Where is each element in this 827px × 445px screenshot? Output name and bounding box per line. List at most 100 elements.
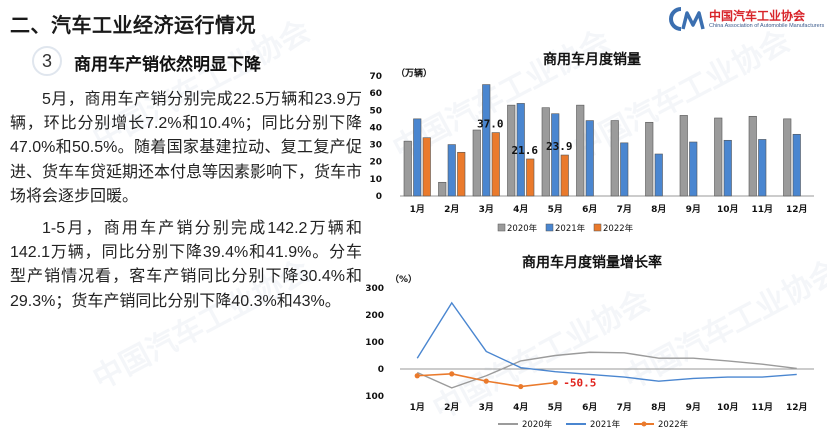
bar-2022年-2月 [457, 151, 466, 197]
x-tick-label: 9月 [686, 402, 701, 413]
x-tick-label: 9月 [686, 204, 701, 215]
legend-marker [641, 421, 647, 427]
legend-label: 2020年 [522, 419, 553, 430]
bar-2022年-4月 [526, 158, 535, 197]
y-tick-label: 40 [369, 123, 382, 133]
data-label: -50.5 [563, 377, 596, 390]
bar-2022年-3月 [491, 132, 500, 197]
line-2021年 [416, 301, 797, 382]
x-tick-label: 1月 [410, 402, 425, 413]
y-tick-label: 0 [376, 192, 382, 202]
x-tick-label: 3月 [479, 402, 494, 413]
x-tick-label: 5月 [548, 204, 563, 215]
bar-2021年-9月 [689, 141, 698, 197]
bar-2021年-5月 [551, 113, 560, 197]
legend-label: 2020年 [507, 223, 538, 234]
paragraph-may: 5月，商用车产销分别完成22.5万辆和23.9万辆，环比分别增长7.2%和10.… [10, 91, 363, 205]
x-tick-label: 2月 [444, 204, 459, 215]
bar-2021年-1月 [413, 118, 422, 197]
bar-2021年-11月 [758, 139, 767, 197]
bar-2021年-8月 [654, 153, 663, 197]
bar-2022年-1月 [422, 137, 431, 197]
y-tick-label: 50 [369, 106, 382, 116]
body-text: 5月，商用车产销分别完成22.5万辆和23.9万辆，环比分别增长7.2%和10.… [10, 88, 362, 314]
x-tick-label: 4月 [513, 402, 528, 413]
caam-logo-icon [669, 7, 705, 31]
bar-2021年-10月 [723, 139, 732, 197]
bar-2020年-8月 [645, 121, 654, 197]
brand-logo: 中国汽车工业协会 China Association of Automobile… [667, 5, 824, 35]
bar-2020年-7月 [610, 120, 619, 197]
y-tick-label: 100 [366, 338, 384, 348]
point-2022年-2月 [449, 371, 455, 377]
subtitle-row: 3 商用车产销依然明显下降 [32, 46, 352, 76]
legend-swatch [593, 223, 602, 232]
x-tick-label: 7月 [617, 402, 632, 413]
x-tick-label: 2月 [444, 402, 459, 413]
bar-2020年-10月 [714, 117, 723, 197]
brand-name-cn: 中国汽车工业协会 [709, 9, 806, 23]
monthly-growth-line-chart: 商用车月度销量增长率 （%） -100 0 100 200 300 1月 2月 3月 4月 5月 6月 7… [366, 254, 814, 430]
bar-2020年-1月 [403, 140, 412, 197]
data-label: 37.0 [477, 118, 504, 131]
x-tick-label: 10月 [717, 402, 739, 413]
x-tick-label: 4月 [513, 204, 528, 215]
legend-label: 2022年 [658, 419, 689, 430]
y-tick-label: 200 [366, 311, 384, 321]
point-2022年-5月 [552, 380, 558, 386]
x-tick-label: 10月 [717, 204, 739, 215]
x-tick-label: 12月 [786, 204, 808, 215]
y-tick-label: 30 [369, 141, 382, 151]
bar-2021年-6月 [585, 120, 594, 197]
y-axis-unit: （%） [390, 274, 417, 285]
y-tick-label: 10 [369, 175, 382, 185]
bar-2020年-3月 [472, 129, 481, 197]
monthly-sales-bar-chart: 商用车月度销量 （万辆） 0 10 20 30 40 50 60 70 1月 2月 3月 4月 5月 6月 7月… [369, 51, 814, 234]
legend-swatch [545, 223, 554, 232]
legend-label: 2021年 [555, 223, 586, 234]
y-axis-unit: （万辆） [396, 67, 432, 79]
bar-2021年-12月 [792, 133, 801, 197]
bar-2022年-5月 [560, 154, 569, 197]
x-tick-label: 8月 [651, 402, 666, 413]
point-2022年-4月 [518, 383, 524, 390]
y-tick-label: 70 [369, 72, 382, 82]
bar-2021年-4月 [516, 103, 525, 197]
chart-title: 商用车月度销量增长率 [522, 254, 662, 271]
x-tick-label: 6月 [582, 204, 597, 215]
bar-2021年-3月 [482, 84, 491, 197]
x-tick-label: 7月 [617, 204, 632, 215]
x-tick-label: 3月 [479, 204, 494, 215]
bar-2021年-7月 [620, 142, 629, 197]
x-tick-label: 11月 [751, 402, 773, 413]
bar-2020年-6月 [576, 104, 585, 197]
y-tick-label: 0 [378, 365, 384, 375]
bar-2020年-4月 [507, 104, 516, 197]
point-2022年-3月 [483, 378, 489, 384]
section-title: 二、汽车工业经济运行情况 [10, 15, 256, 37]
line-2020年 [416, 351, 797, 389]
data-label: 21.6 [512, 144, 539, 157]
x-tick-label: 6月 [582, 402, 597, 413]
bar-2020年-2月 [438, 181, 447, 197]
header: 二、汽车工业经济运行情况 中国汽车工业协会 China Association … [0, 0, 827, 42]
chart-title: 商用车月度销量 [543, 51, 641, 68]
x-tick-label: 12月 [786, 402, 808, 413]
y-tick-label: 20 [369, 158, 382, 168]
brand-name-en: China Association of Automobile Manufact… [709, 23, 825, 29]
bar-2020年-5月 [541, 107, 550, 197]
bar-2020年-11月 [748, 115, 757, 197]
bar-2020年-12月 [783, 118, 792, 197]
data-label: 23.9 [546, 140, 573, 153]
paragraph-jan-may: 1-5月，商用车产销分别完成142.2万辆和142.1万辆，同比分别下降39.4… [10, 220, 362, 310]
legend-label: 2022年 [603, 223, 634, 234]
y-tick-label: 60 [369, 89, 382, 99]
section-number-badge: 3 [32, 46, 62, 76]
x-tick-label: 5月 [548, 402, 563, 413]
x-tick-label: 11月 [751, 204, 773, 215]
x-tick-label: 1月 [410, 204, 425, 215]
y-tick-label: -100 [366, 392, 384, 402]
legend-swatch [497, 223, 506, 232]
subtitle: 商用车产销依然明显下降 [74, 55, 261, 74]
bar-2021年-2月 [447, 144, 456, 197]
